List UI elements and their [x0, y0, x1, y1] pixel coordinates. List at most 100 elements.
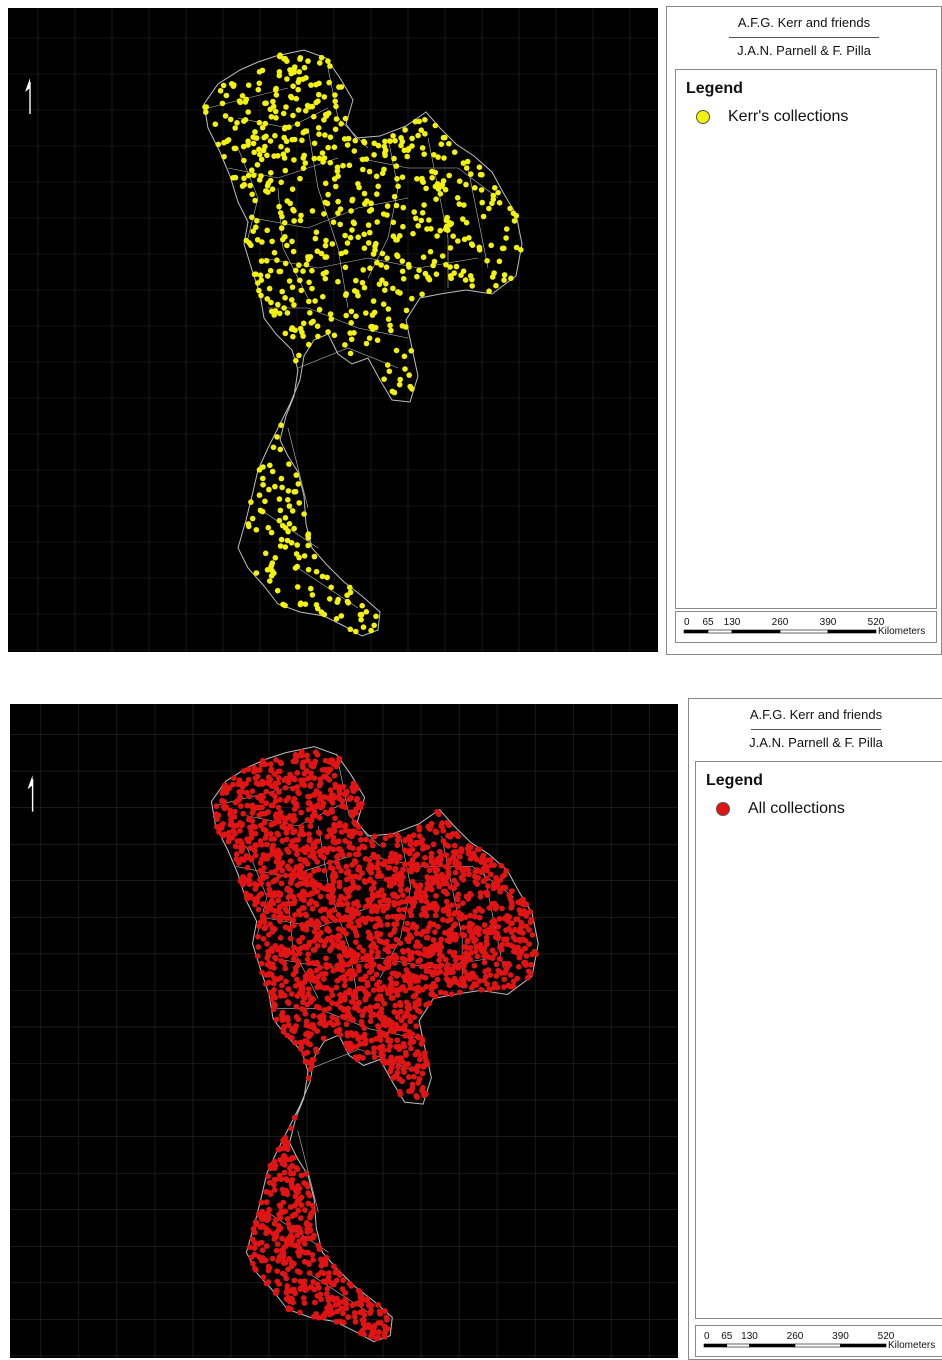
collection-point — [313, 934, 320, 940]
collection-point — [293, 1014, 300, 1020]
collection-point — [249, 803, 256, 810]
collection-point — [390, 913, 396, 920]
collection-point — [237, 827, 243, 834]
collection-point — [425, 875, 431, 882]
credit-line-2: J.A.N. Parnell & F. Pilla — [737, 43, 871, 58]
collection-point — [402, 987, 409, 994]
collection-point — [303, 75, 309, 81]
collection-point — [309, 890, 316, 897]
collection-point — [464, 937, 471, 944]
collection-point — [417, 882, 424, 889]
north-arrow-icon — [25, 78, 31, 114]
collection-point — [506, 925, 512, 932]
collection-point — [370, 851, 377, 858]
collection-point — [310, 1278, 317, 1285]
collection-point — [341, 982, 348, 989]
collection-point — [363, 963, 370, 969]
collection-point — [450, 931, 457, 938]
collection-point — [490, 196, 497, 203]
collection-point — [310, 805, 316, 811]
collection-point — [482, 950, 488, 957]
collection-point — [296, 1225, 303, 1232]
collection-point — [367, 229, 373, 236]
collection-point — [419, 1070, 426, 1077]
collection-point — [292, 751, 299, 758]
collection-point — [300, 994, 307, 1000]
collection-point — [514, 916, 521, 922]
scale-tick-label: 0 — [684, 617, 690, 628]
collection-point — [437, 227, 444, 234]
scale-tick-label: 520 — [878, 1331, 895, 1342]
collection-point — [333, 1016, 340, 1023]
collection-point — [306, 341, 312, 348]
collection-point — [367, 876, 373, 883]
collection-point — [256, 177, 263, 183]
collection-point — [387, 138, 393, 144]
collection-point — [314, 1281, 321, 1288]
collection-point — [294, 770, 301, 776]
collection-point — [399, 258, 406, 264]
collection-point — [351, 148, 358, 154]
collection-point — [290, 1299, 297, 1306]
collection-point — [274, 847, 281, 854]
collection-point — [284, 886, 291, 893]
collection-point — [337, 1032, 344, 1038]
collection-point — [515, 963, 522, 970]
collection-point — [400, 866, 406, 873]
collection-point — [306, 1270, 313, 1276]
collection-point — [270, 103, 277, 110]
collection-point — [342, 342, 348, 348]
collection-point — [418, 127, 425, 133]
collection-point — [247, 845, 254, 851]
collection-point — [306, 800, 313, 806]
collection-point — [484, 863, 490, 870]
collection-point — [409, 878, 416, 885]
collection-point — [399, 268, 406, 275]
collection-point — [382, 287, 388, 294]
collection-point — [419, 145, 426, 151]
collection-point — [363, 310, 369, 316]
collection-point — [478, 869, 485, 876]
credit-divider — [751, 729, 881, 730]
collection-point — [236, 796, 243, 803]
collection-point — [378, 997, 385, 1003]
collection-point — [355, 1287, 362, 1294]
collection-point — [342, 1305, 348, 1312]
province-boundary — [237, 147, 259, 239]
collection-point — [515, 899, 522, 906]
collection-point — [272, 1002, 278, 1009]
collection-point — [408, 1045, 414, 1052]
collection-point — [322, 906, 328, 913]
collection-point — [316, 814, 323, 821]
collection-point — [504, 941, 511, 948]
collection-point — [448, 220, 455, 227]
collection-point — [305, 1075, 312, 1081]
collection-point — [284, 1283, 291, 1289]
collection-point — [315, 333, 321, 340]
collection-point — [308, 917, 314, 924]
province-boundary — [367, 137, 399, 279]
collection-point — [296, 69, 303, 75]
collection-point — [353, 1043, 360, 1050]
collection-point — [321, 1007, 328, 1013]
collection-point — [233, 851, 240, 857]
country-outline — [203, 49, 523, 637]
collection-point — [229, 834, 236, 841]
collection-point — [324, 810, 331, 817]
collection-point — [393, 921, 400, 927]
collection-point — [472, 854, 478, 861]
collection-point — [342, 249, 349, 255]
collection-point — [394, 1037, 401, 1044]
collection-point — [260, 917, 267, 924]
collection-point — [352, 988, 359, 995]
collection-point — [476, 247, 483, 253]
collection-point — [285, 1022, 292, 1028]
collection-point — [359, 279, 366, 286]
collection-point — [332, 126, 339, 133]
collection-point — [255, 906, 262, 913]
collection-point — [374, 219, 381, 225]
collection-point — [437, 989, 444, 996]
collection-point — [382, 835, 389, 842]
collection-point — [275, 774, 282, 781]
map-canvas — [10, 704, 678, 1358]
